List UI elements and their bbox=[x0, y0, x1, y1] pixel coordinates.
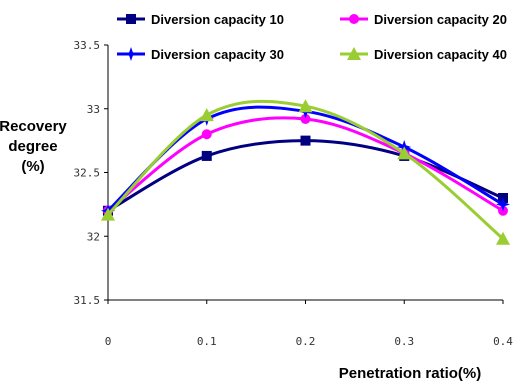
legend-label: Diversion capacity 20 bbox=[374, 12, 507, 27]
series-40-group bbox=[101, 99, 510, 245]
legend-item-series-10: Diversion capacity 10 bbox=[117, 12, 284, 27]
x-axis-title: Penetration ratio(%) bbox=[339, 365, 482, 382]
y-tick-label: 32 bbox=[87, 230, 100, 243]
series-10-point bbox=[201, 150, 212, 161]
series-20-group bbox=[103, 113, 508, 216]
series-20-point bbox=[201, 129, 212, 140]
legend-item-series-40: Diversion capacity 40 bbox=[340, 47, 507, 62]
x-tick-label: 0 bbox=[105, 335, 112, 348]
y-axis-title-line-1: Recovery bbox=[0, 118, 67, 135]
y-axis-title-line-2: degree bbox=[8, 138, 57, 155]
series-20-point bbox=[300, 113, 311, 124]
legend-label: Diversion capacity 40 bbox=[374, 47, 507, 62]
series-30-point bbox=[496, 197, 510, 212]
legend: Diversion capacity 10 Diversion capacity … bbox=[117, 12, 507, 62]
series-40-point bbox=[397, 146, 412, 160]
series-40-point bbox=[199, 108, 214, 122]
y-tick-label: 33.5 bbox=[74, 39, 101, 52]
x-tick-label: 0.1 bbox=[197, 335, 217, 348]
series-20-line bbox=[107, 116, 504, 213]
legend-swatch-marker bbox=[349, 14, 359, 24]
legend-label: Diversion capacity 30 bbox=[151, 47, 284, 62]
legend-label: Diversion capacity 10 bbox=[151, 12, 284, 27]
legend-swatch-marker bbox=[126, 14, 136, 24]
legend-swatch-marker bbox=[347, 47, 361, 60]
legend-item-series-20: Diversion capacity 20 bbox=[340, 12, 507, 27]
legend-swatch-marker bbox=[124, 47, 138, 61]
y-tick-label: 31.5 bbox=[74, 294, 101, 307]
x-tick-label: 0.2 bbox=[296, 335, 316, 348]
x-tick-labels: 0 0.1 0.2 0.3 0.4 bbox=[105, 300, 513, 348]
series-layer bbox=[101, 99, 510, 245]
legend-item-series-30: Diversion capacity 30 bbox=[117, 47, 284, 62]
y-tick-labels: 31.5 32 32.5 33 33.5 bbox=[74, 39, 108, 307]
y-tick-label: 32.5 bbox=[74, 167, 101, 180]
y-axis-title-line-3: (%) bbox=[21, 158, 44, 175]
x-tick-label: 0.3 bbox=[394, 335, 414, 348]
y-tick-label: 33 bbox=[87, 103, 100, 116]
series-40-point bbox=[496, 231, 510, 245]
series-10-point bbox=[300, 135, 311, 146]
x-tick-label: 0.4 bbox=[493, 335, 513, 348]
series-40-point bbox=[101, 207, 115, 221]
series-40-point bbox=[298, 99, 313, 113]
